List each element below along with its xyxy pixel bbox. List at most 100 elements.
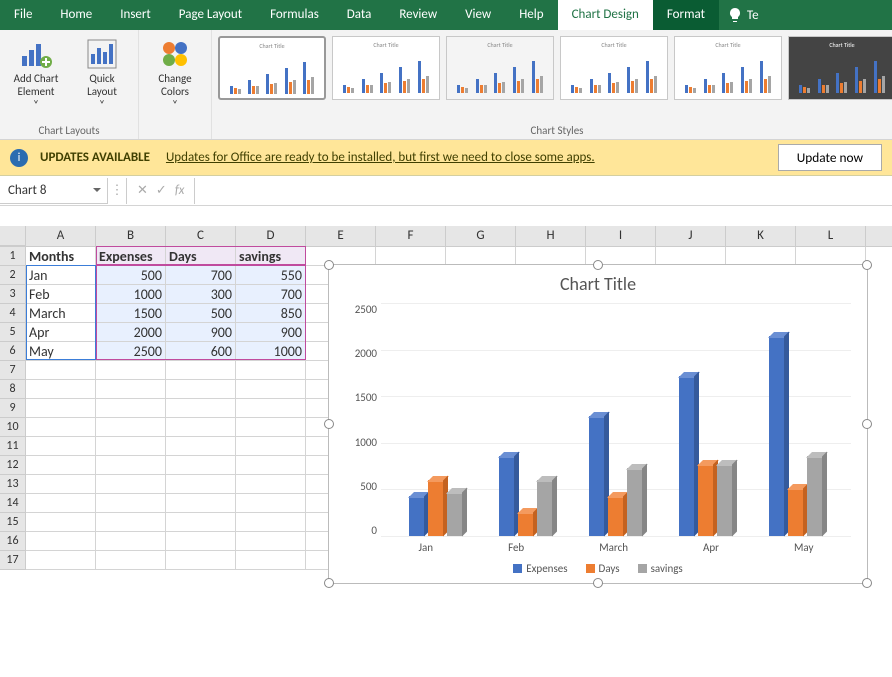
row-header[interactable]: 2 xyxy=(0,266,26,285)
cell[interactable]: 700 xyxy=(166,266,236,285)
cell[interactable] xyxy=(236,475,306,494)
cell[interactable] xyxy=(236,418,306,437)
tab-review[interactable]: Review xyxy=(385,0,451,30)
column-header[interactable]: L xyxy=(796,226,866,246)
cell[interactable] xyxy=(166,475,236,494)
update-now-button[interactable]: Update now xyxy=(778,144,882,171)
column-header[interactable]: I xyxy=(586,226,656,246)
column-header[interactable]: A xyxy=(26,226,96,246)
cell[interactable] xyxy=(96,475,166,494)
column-header[interactable]: K xyxy=(726,226,796,246)
cell[interactable] xyxy=(26,513,96,532)
formula-bar-input[interactable] xyxy=(194,178,892,204)
cell[interactable]: 600 xyxy=(166,342,236,361)
cell[interactable] xyxy=(26,494,96,513)
tab-chart-design[interactable]: Chart Design xyxy=(558,0,653,30)
row-header[interactable]: 6 xyxy=(0,342,26,361)
cell[interactable] xyxy=(26,437,96,456)
tab-formulas[interactable]: Formulas xyxy=(256,0,333,30)
tab-insert[interactable]: Insert xyxy=(106,0,165,30)
cell[interactable]: Jan xyxy=(26,266,96,285)
resize-handle[interactable] xyxy=(862,578,872,588)
cell[interactable]: 1000 xyxy=(96,285,166,304)
resize-handle[interactable] xyxy=(324,419,334,429)
cell[interactable] xyxy=(166,437,236,456)
cell[interactable] xyxy=(26,551,96,570)
cell[interactable] xyxy=(166,551,236,570)
cell[interactable]: 550 xyxy=(236,266,306,285)
cell[interactable] xyxy=(236,551,306,570)
fx-icon[interactable]: fx xyxy=(175,183,185,198)
cell[interactable] xyxy=(166,361,236,380)
chart-style-thumb[interactable]: Chart Title xyxy=(446,36,554,100)
row-header[interactable]: 11 xyxy=(0,437,26,456)
column-header[interactable]: H xyxy=(516,226,586,246)
cell[interactable] xyxy=(236,456,306,475)
cell[interactable] xyxy=(96,437,166,456)
name-box[interactable]: Chart 8 xyxy=(0,178,108,204)
chart-style-thumb[interactable]: Chart Title xyxy=(560,36,668,100)
cell[interactable] xyxy=(96,399,166,418)
cell[interactable] xyxy=(166,418,236,437)
cell[interactable]: 850 xyxy=(236,304,306,323)
chart-style-thumb[interactable]: Chart Title xyxy=(788,36,892,100)
tab-view[interactable]: View xyxy=(451,0,505,30)
row-header[interactable]: 1 xyxy=(0,247,26,266)
chart-object[interactable]: Chart Title 25002000150010005000 JanFebM… xyxy=(328,264,868,584)
cell[interactable] xyxy=(26,380,96,399)
cell[interactable] xyxy=(96,532,166,551)
cell[interactable]: Days xyxy=(166,247,236,266)
tell-me[interactable]: Te xyxy=(719,7,767,23)
quick-layout-button[interactable]: Quick Layout ˅ xyxy=(72,34,132,115)
column-header[interactable]: B xyxy=(96,226,166,246)
cell[interactable]: 900 xyxy=(236,323,306,342)
cell[interactable]: May xyxy=(26,342,96,361)
row-header[interactable]: 5 xyxy=(0,323,26,342)
chart-title[interactable]: Chart Title xyxy=(345,273,851,295)
cell[interactable]: Months xyxy=(26,247,96,266)
column-header[interactable]: G xyxy=(446,226,516,246)
cell[interactable] xyxy=(166,494,236,513)
enter-icon[interactable]: ✓ xyxy=(156,183,167,198)
column-header[interactable]: F xyxy=(376,226,446,246)
resize-handle[interactable] xyxy=(324,260,334,270)
cell[interactable] xyxy=(236,361,306,380)
cell[interactable] xyxy=(236,494,306,513)
resize-handle[interactable] xyxy=(324,578,334,588)
cell[interactable]: 300 xyxy=(166,285,236,304)
tab-page-layout[interactable]: Page Layout xyxy=(165,0,256,30)
row-header[interactable]: 14 xyxy=(0,494,26,513)
row-header[interactable]: 7 xyxy=(0,361,26,380)
cell[interactable]: 900 xyxy=(166,323,236,342)
cell[interactable] xyxy=(96,494,166,513)
column-header[interactable]: D xyxy=(236,226,306,246)
cell[interactable]: 2500 xyxy=(96,342,166,361)
select-all-corner[interactable] xyxy=(0,226,26,246)
row-header[interactable]: 13 xyxy=(0,475,26,494)
cell[interactable] xyxy=(26,399,96,418)
cell[interactable] xyxy=(236,399,306,418)
cell[interactable] xyxy=(96,456,166,475)
tab-data[interactable]: Data xyxy=(333,0,386,30)
resize-handle[interactable] xyxy=(593,578,603,588)
cell[interactable] xyxy=(26,361,96,380)
cell[interactable] xyxy=(236,532,306,551)
column-header[interactable]: C xyxy=(166,226,236,246)
cell[interactable]: savings xyxy=(236,247,306,266)
cell[interactable]: 500 xyxy=(96,266,166,285)
cell[interactable] xyxy=(236,513,306,532)
row-header[interactable]: 10 xyxy=(0,418,26,437)
column-header[interactable]: J xyxy=(656,226,726,246)
row-header[interactable]: 12 xyxy=(0,456,26,475)
row-header[interactable]: 3 xyxy=(0,285,26,304)
cell[interactable] xyxy=(26,418,96,437)
cell[interactable] xyxy=(26,475,96,494)
cell[interactable]: Expenses xyxy=(96,247,166,266)
cell[interactable] xyxy=(166,380,236,399)
cell[interactable] xyxy=(166,456,236,475)
chart-style-thumb[interactable]: Chart Title xyxy=(218,36,326,100)
cell[interactable]: Apr xyxy=(26,323,96,342)
cell[interactable] xyxy=(166,399,236,418)
chart-style-thumb[interactable]: Chart Title xyxy=(674,36,782,100)
updates-message[interactable]: Updates for Office are ready to be insta… xyxy=(166,150,595,165)
